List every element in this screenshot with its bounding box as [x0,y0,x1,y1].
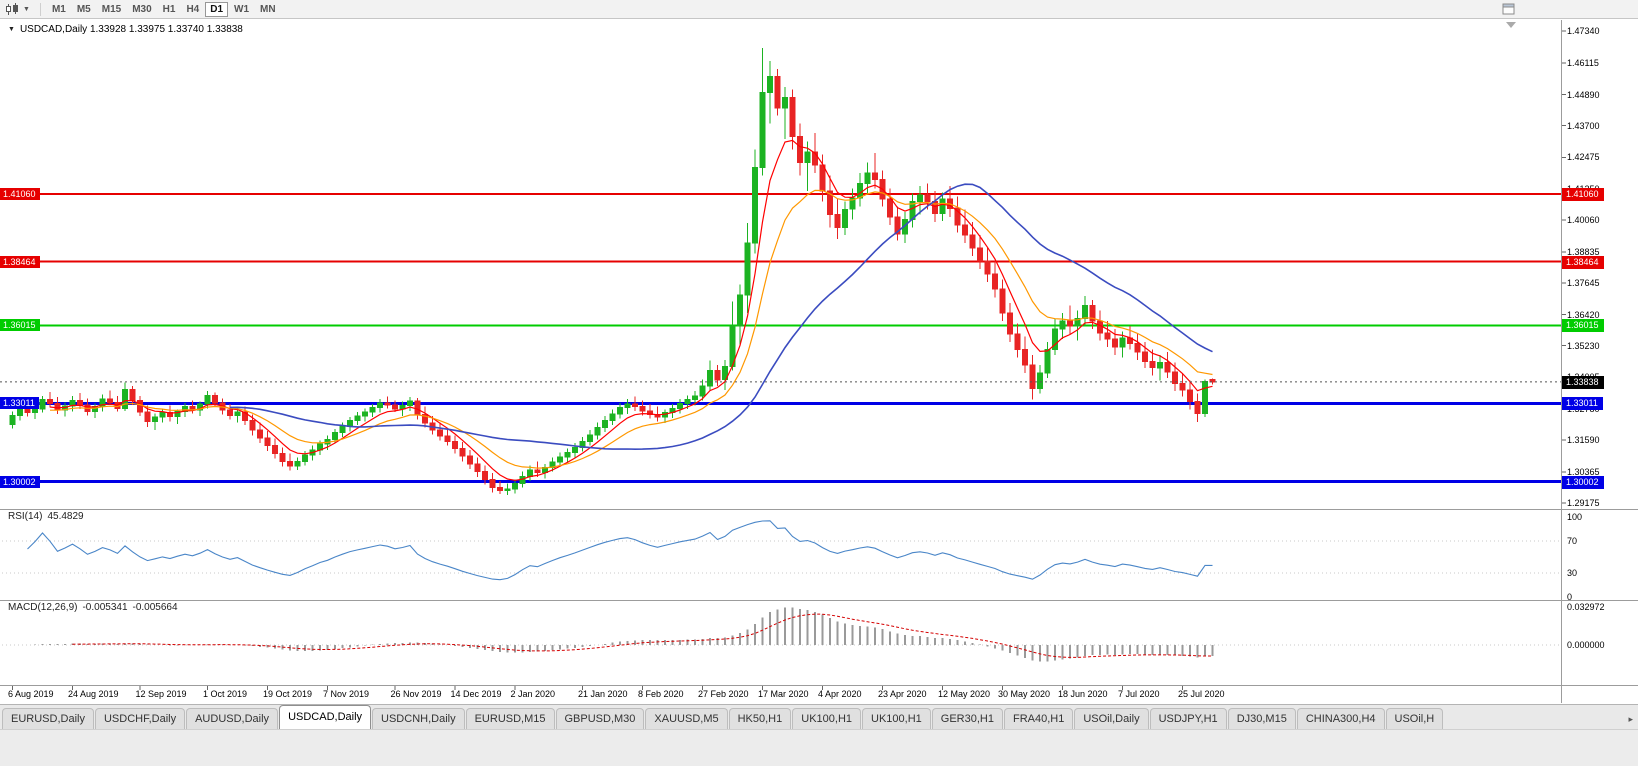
timeframe-button-h1[interactable]: H1 [162,3,176,15]
chart-tab-usoil-daily[interactable]: USOil,Daily [1074,708,1149,729]
chart-tab-xauusd-m5[interactable]: XAUUSD,M5 [645,708,728,729]
timeframe-buttons: M1 M5 M15 M30 H1 H4 D1 W1 MN [47,1,282,17]
macd-signal-value: -0.005664 [132,602,178,613]
timeframe-button-m5[interactable]: M5 [76,3,91,15]
chart-tab-gbpusd-m30[interactable]: GBPUSD,M30 [555,708,645,729]
chart-title-text: USDCAD,Daily 1.33928 1.33975 1.33740 1.3… [19,24,243,35]
chart-tab-uk100-h1[interactable]: UK100,H1 [792,708,862,729]
toolbar: ▼ M1 M5 M15 M30 H1 H4 D1 W1 MN [0,0,1638,19]
chart-tab-china300-h4[interactable]: CHINA300,H4 [1296,708,1385,729]
chart-tab-ger30-h1[interactable]: GER30,H1 [931,708,1003,729]
timeframe-button-h4[interactable]: H4 [186,3,200,15]
rsi-value: 45.4829 [47,511,84,522]
chart-tab-usdcad-daily[interactable]: USDCAD,Daily [279,705,372,729]
status-bar [0,729,1638,766]
chart-tab-eurusd-m15[interactable]: EURUSD,M15 [465,708,555,729]
timeframe-button-m15[interactable]: M15 [101,3,122,15]
chart-title: ▼ USDCAD,Daily 1.33928 1.33975 1.33740 1.… [8,24,243,35]
rsi-name: RSI(14) [8,511,43,522]
chart-tab-usdchf-daily[interactable]: USDCHF,Daily [94,708,186,729]
timeframe-button-d1[interactable]: D1 [205,1,229,17]
chart-tab-usoil-h[interactable]: USOil,H [1385,708,1444,729]
chart-tab-bar: EURUSD,Daily USDCHF,Daily AUDUSD,Daily USDC… [0,704,1638,729]
chart-tab-eurusd-daily[interactable]: EURUSD,Daily [2,708,94,729]
chart-tab-hk50-h1[interactable]: HK50,H1 [728,708,792,729]
toolbar-separator [39,2,41,16]
window-icon[interactable] [1502,3,1515,15]
chart-tab-usdjpy-h1[interactable]: USDJPY,H1 [1149,708,1227,729]
quick-trade-arrow-icon[interactable]: ▼ [8,26,15,33]
chart-tab-dj30-m15[interactable]: DJ30,M15 [1227,708,1296,729]
tab-scroll-right-icon[interactable]: ▸ [1628,714,1633,724]
chart-tabs: EURUSD,Daily USDCHF,Daily AUDUSD,Daily USDC… [2,705,1625,729]
chart-tab-audusd-daily[interactable]: AUDUSD,Daily [186,708,279,729]
timeframe-button-m30[interactable]: M30 [132,3,152,15]
macd-label: MACD(12,26,9) -0.005341 -0.005664 [8,602,183,613]
macd-value: -0.005341 [82,602,128,613]
macd-name: MACD(12,26,9) [8,602,78,613]
timeframe-button-m1[interactable]: M1 [51,3,66,15]
candlestick-chart-icon[interactable] [5,2,19,16]
chart-area[interactable] [0,19,1638,704]
timeframe-button-w1[interactable]: W1 [234,3,250,15]
chart-tab-uk100-h1[interactable]: UK100,H1 [862,708,931,729]
chart-tab-fra40-h1[interactable]: FRA40,H1 [1003,708,1074,729]
chart-tab-usdcnh-daily[interactable]: USDCNH,Daily [372,708,465,729]
rsi-label: RSI(14) 45.4829 [8,511,89,522]
dropdown-caret-icon[interactable]: ▼ [23,5,30,13]
timeframe-button-mn[interactable]: MN [260,3,276,15]
